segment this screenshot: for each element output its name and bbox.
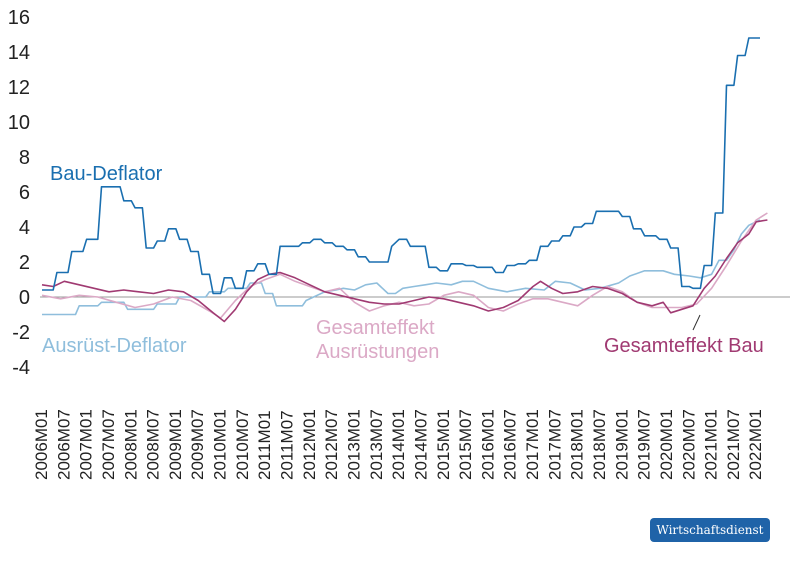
x-tick-label: 2014M01: [389, 409, 408, 480]
x-tick-label: 2013M07: [367, 409, 386, 480]
series-line-bau-deflator: [42, 37, 760, 295]
y-tick-label: -4: [12, 357, 30, 379]
x-tick-label: 2010M07: [233, 409, 252, 480]
x-tick-label: 2013M01: [344, 409, 363, 480]
x-tick-label: 2011M01: [255, 410, 274, 480]
series-line-gesamteffekt-ausr-stungen: [41, 212, 768, 319]
x-tick-label: 2016M01: [478, 409, 497, 480]
x-tick-label: 2020M01: [657, 409, 676, 480]
x-tick-label: 2018M07: [590, 409, 609, 480]
x-tick-label: 2019M01: [612, 409, 631, 480]
x-axis: 2006M01 2006M07 2007M01 2007M07 2008M01 2008M…: [32, 409, 765, 480]
label-ausruest-deflator: Ausrüst-Deflator: [42, 335, 187, 357]
y-tick-label: 8: [19, 147, 30, 169]
x-tick-label: 2006M07: [54, 409, 73, 480]
label-gesamteffekt-bau: Gesamteffekt Bau: [604, 335, 764, 357]
x-tick-label: 2007M07: [99, 409, 118, 480]
x-tick-label: 2012M01: [300, 409, 319, 480]
x-tick-label: 2011M07: [278, 410, 297, 480]
y-tick-label: 6: [19, 182, 30, 204]
y-axis: -4 -2 0 2 4 6 8 10 12 14 16: [8, 7, 30, 379]
x-tick-label: 2014M07: [411, 409, 430, 480]
x-tick-label: 2021M07: [724, 409, 743, 480]
label-gesamteffekt-ausruestungen-line1: Gesamteffekt: [316, 317, 435, 339]
x-tick-label: 2015M07: [456, 409, 475, 480]
x-tick-label: 2017M07: [545, 409, 564, 480]
x-tick-label: 2007M01: [77, 409, 96, 480]
x-tick-label: 2021M01: [702, 409, 721, 480]
x-tick-label: 2008M01: [121, 409, 140, 480]
series-line-gesamteffekt-bau: [41, 219, 768, 323]
y-tick-label: 10: [8, 112, 30, 134]
x-tick-label: 2017M01: [523, 409, 542, 480]
y-tick-label: 12: [8, 77, 30, 99]
series-layer: [41, 37, 768, 323]
x-tick-label: 2012M07: [322, 409, 341, 480]
y-tick-label: 0: [19, 287, 30, 309]
brand-badge: Wirtschaftsdienst: [650, 518, 770, 542]
x-tick-label: 2020M07: [679, 409, 698, 480]
label-gesamteffekt-bau-leader: [692, 314, 701, 331]
x-tick-label: 2018M01: [568, 409, 587, 480]
y-tick-label: -2: [12, 322, 30, 344]
y-tick-label: 16: [8, 7, 30, 29]
x-tick-label: 2022M01: [746, 409, 765, 480]
x-tick-label: 2009M01: [166, 409, 185, 480]
x-tick-label: 2008M07: [144, 409, 163, 480]
x-tick-label: 2006M01: [32, 409, 51, 480]
x-tick-label: 2010M01: [211, 409, 230, 480]
label-gesamteffekt-ausruestungen-line2: Ausrüstungen: [316, 341, 439, 363]
y-tick-label: 4: [19, 217, 30, 239]
y-tick-label: 14: [8, 42, 30, 64]
series-line-ausr-st-deflator: [42, 219, 761, 316]
x-tick-label: 2009M07: [188, 409, 207, 480]
x-tick-label: 2015M01: [434, 409, 453, 480]
x-tick-label: 2019M07: [635, 409, 654, 480]
y-tick-label: 2: [19, 252, 30, 274]
x-tick-label: 2016M07: [501, 409, 520, 480]
label-bau-deflator: Bau-Deflator: [50, 163, 163, 185]
